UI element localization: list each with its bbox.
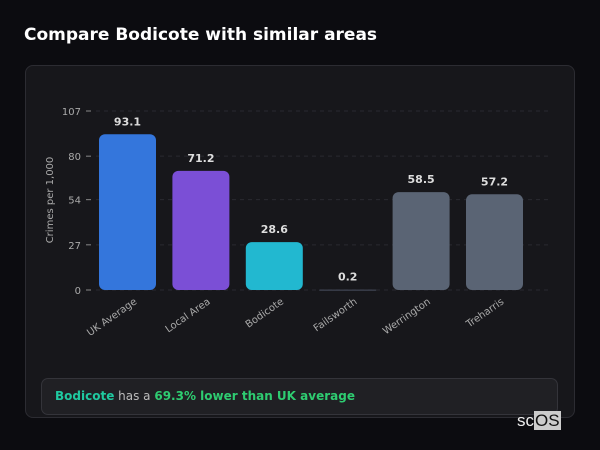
bar (466, 194, 523, 290)
bar (245, 242, 303, 290)
data-label: 58.5 (408, 173, 435, 186)
data-label: 28.6 (261, 223, 288, 236)
y-axis-label: Crimes per 1,000 (45, 157, 56, 244)
data-label: 71.2 (187, 152, 214, 165)
summary-stat: 69.3% lower than UK average (154, 389, 355, 403)
page-title: Compare Bodicote with similar areas (24, 25, 378, 45)
x-tick-label: UK Average (85, 296, 139, 338)
y-tick-label: 54 (68, 196, 81, 207)
y-tick-label: 27 (68, 241, 81, 252)
x-tick-label: Treharris (464, 296, 507, 330)
y-tick-label: 80 (68, 152, 81, 163)
bar (99, 134, 156, 290)
x-tick-label: Werrington (381, 296, 433, 337)
bar (172, 170, 230, 290)
x-tick-label: Failsworth (312, 296, 360, 334)
data-label: 93.1 (114, 115, 141, 128)
summary-text: has a (114, 389, 155, 403)
summary-place: Bodicote (55, 389, 115, 403)
summary-box: Bodicote has a 69.3% lower than UK avera… (41, 378, 558, 415)
bar (319, 289, 377, 291)
y-tick-label: 0 (75, 286, 81, 297)
data-label: 0.2 (338, 271, 358, 284)
bar (392, 192, 450, 290)
y-tick-label: 107 (62, 107, 81, 118)
x-tick-label: Bodicote (244, 296, 286, 330)
logo: scOS (517, 411, 561, 430)
x-tick-label: Local Area (164, 296, 213, 335)
data-label: 57.2 (481, 175, 508, 188)
